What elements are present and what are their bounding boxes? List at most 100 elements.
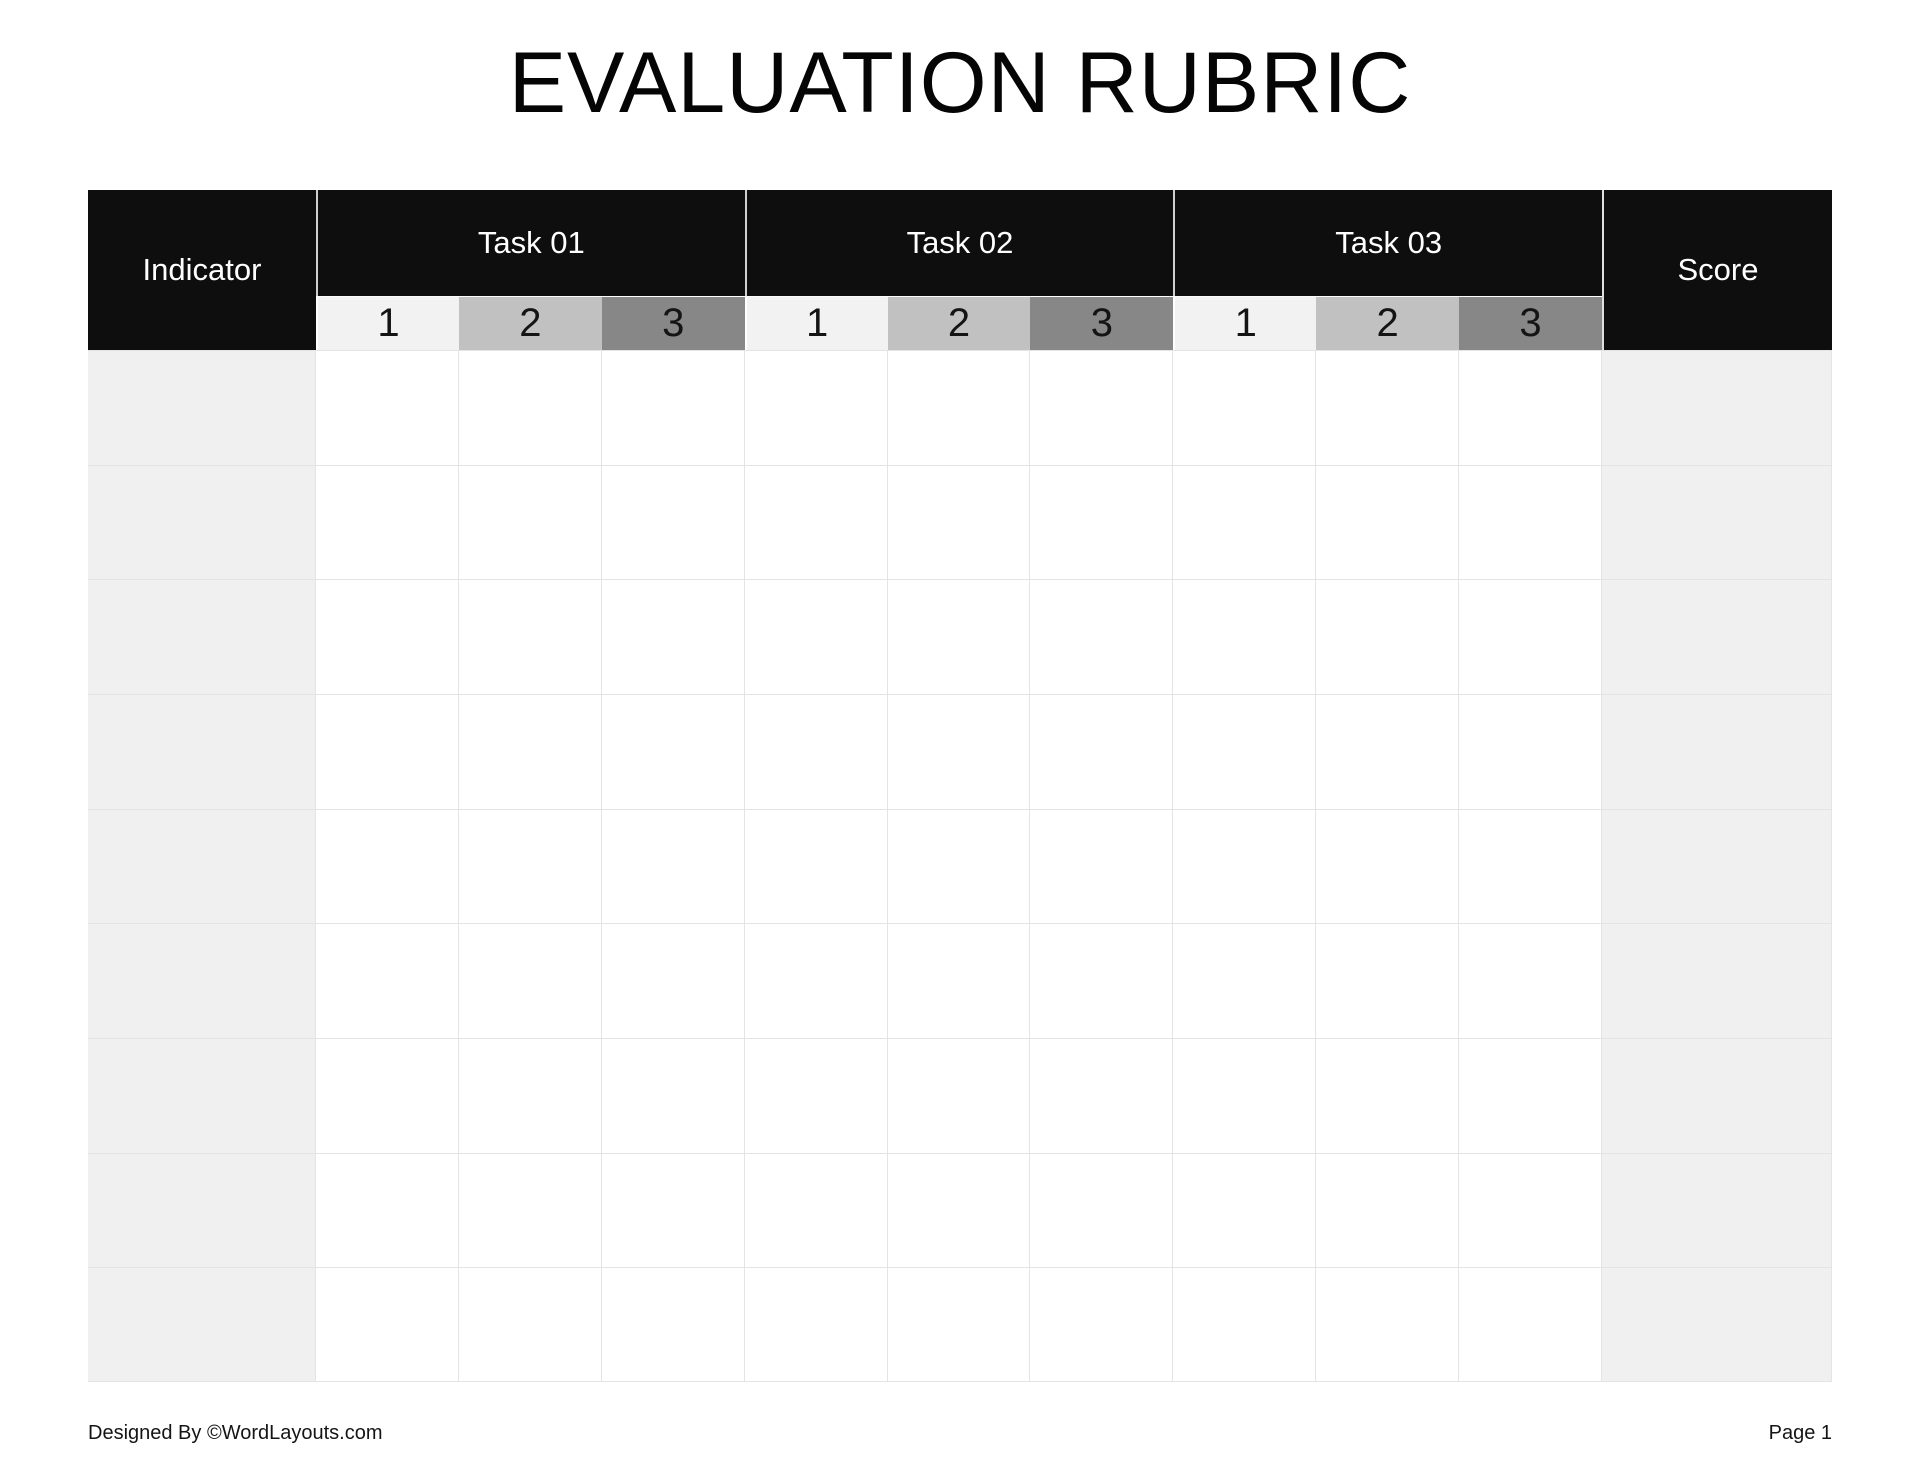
rubric-cell[interactable] (1030, 1267, 1174, 1382)
rubric-cell[interactable] (458, 1037, 602, 1153)
rubric-cell[interactable] (1316, 1267, 1460, 1382)
score-cell[interactable] (1601, 808, 1832, 924)
rubric-cell[interactable] (1316, 579, 1460, 694)
rubric-cell[interactable] (601, 693, 745, 809)
rubric-cell[interactable] (1173, 1037, 1317, 1153)
rubric-cell[interactable] (1173, 923, 1317, 1038)
rubric-cell[interactable] (887, 1037, 1031, 1153)
rubric-cell[interactable] (1173, 579, 1317, 694)
rubric-cell[interactable] (887, 923, 1031, 1038)
rubric-cell[interactable] (1030, 693, 1174, 809)
rubric-cell[interactable] (1459, 350, 1602, 465)
rubric-cell[interactable] (458, 464, 602, 580)
score-cell[interactable] (1601, 923, 1832, 1038)
indicator-cell[interactable] (88, 808, 316, 924)
rubric-cell[interactable] (601, 464, 745, 580)
rubric-cell[interactable] (316, 923, 459, 1038)
rubric-cell[interactable] (458, 808, 602, 924)
rubric-cell[interactable] (1173, 350, 1317, 465)
rubric-cell[interactable] (1173, 1152, 1317, 1268)
indicator-cell[interactable] (88, 923, 316, 1038)
rubric-cell[interactable] (601, 1152, 745, 1268)
indicator-cell[interactable] (88, 350, 316, 465)
indicator-cell[interactable] (88, 1037, 316, 1153)
rubric-cell[interactable] (316, 1152, 459, 1268)
score-cell[interactable] (1601, 1267, 1832, 1382)
rubric-cell[interactable] (744, 1037, 888, 1153)
rubric-cell[interactable] (1316, 1152, 1460, 1268)
rubric-cell[interactable] (1316, 923, 1460, 1038)
rubric-cell[interactable] (1316, 808, 1460, 924)
rubric-cell[interactable] (887, 1267, 1031, 1382)
rubric-cell[interactable] (601, 1267, 745, 1382)
rubric-cell[interactable] (1459, 579, 1602, 694)
rubric-cell[interactable] (887, 350, 1031, 465)
indicator-cell[interactable] (88, 464, 316, 580)
rubric-cell[interactable] (458, 1267, 602, 1382)
rubric-cell[interactable] (316, 693, 459, 809)
rubric-cell[interactable] (1030, 1152, 1174, 1268)
rubric-cell[interactable] (1173, 808, 1317, 924)
indicator-cell[interactable] (88, 1267, 316, 1382)
rubric-cell[interactable] (887, 693, 1031, 809)
rubric-cell[interactable] (1030, 808, 1174, 924)
rubric-cell[interactable] (1459, 693, 1602, 809)
rubric-cell[interactable] (458, 923, 602, 1038)
rubric-cell[interactable] (1459, 1152, 1602, 1268)
rubric-cell[interactable] (887, 808, 1031, 924)
rubric-cell[interactable] (1459, 808, 1602, 924)
rubric-cell[interactable] (1459, 1267, 1602, 1382)
rubric-cell[interactable] (1316, 350, 1460, 465)
rubric-cell[interactable] (601, 808, 745, 924)
rubric-cell[interactable] (1030, 923, 1174, 1038)
score-cell[interactable] (1601, 464, 1832, 580)
rubric-cell[interactable] (1316, 464, 1460, 580)
score-cell[interactable] (1601, 693, 1832, 809)
rubric-cell[interactable] (316, 579, 459, 694)
score-cell[interactable] (1601, 579, 1832, 694)
rubric-cell[interactable] (744, 579, 888, 694)
rubric-cell[interactable] (744, 923, 888, 1038)
score-cell[interactable] (1601, 1037, 1832, 1153)
rubric-cell[interactable] (316, 808, 459, 924)
rubric-cell[interactable] (1030, 579, 1174, 694)
rubric-cell[interactable] (458, 693, 602, 809)
rubric-cell[interactable] (316, 1037, 459, 1153)
rubric-cell[interactable] (316, 350, 459, 465)
rubric-cell[interactable] (1459, 923, 1602, 1038)
rubric-cell[interactable] (1173, 464, 1317, 580)
rubric-cell[interactable] (1173, 1267, 1317, 1382)
rubric-cell[interactable] (887, 579, 1031, 694)
rubric-cell[interactable] (1030, 350, 1174, 465)
rubric-cell[interactable] (1173, 693, 1317, 809)
rubric-cell[interactable] (601, 923, 745, 1038)
page-title: EVALUATION RUBRIC (508, 35, 1412, 131)
rubric-cell[interactable] (1316, 693, 1460, 809)
rubric-cell[interactable] (1030, 1037, 1174, 1153)
indicator-cell[interactable] (88, 693, 316, 809)
rubric-cell[interactable] (1030, 464, 1174, 580)
rubric-cell[interactable] (601, 579, 745, 694)
rubric-cell[interactable] (744, 350, 888, 465)
indicator-cell[interactable] (88, 1152, 316, 1268)
rubric-cell[interactable] (316, 464, 459, 580)
rubric-cell[interactable] (744, 1152, 888, 1268)
rubric-cell[interactable] (887, 1152, 1031, 1268)
rubric-cell[interactable] (744, 808, 888, 924)
rubric-cell[interactable] (458, 1152, 602, 1268)
rubric-cell[interactable] (316, 1267, 459, 1382)
rubric-cell[interactable] (744, 1267, 888, 1382)
rubric-cell[interactable] (458, 350, 602, 465)
rubric-cell[interactable] (1459, 1037, 1602, 1153)
rubric-cell[interactable] (601, 350, 745, 465)
rubric-cell[interactable] (744, 464, 888, 580)
rubric-cell[interactable] (1459, 464, 1602, 580)
rubric-cell[interactable] (601, 1037, 745, 1153)
rubric-cell[interactable] (458, 579, 602, 694)
score-cell[interactable] (1601, 350, 1832, 465)
rubric-cell[interactable] (1316, 1037, 1460, 1153)
score-cell[interactable] (1601, 1152, 1832, 1268)
indicator-cell[interactable] (88, 579, 316, 694)
rubric-cell[interactable] (887, 464, 1031, 580)
rubric-cell[interactable] (744, 693, 888, 809)
